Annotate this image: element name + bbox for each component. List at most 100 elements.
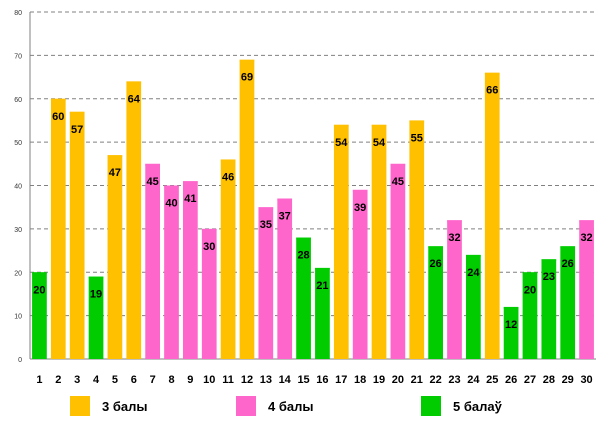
bar-6 xyxy=(126,81,142,360)
bar-23 xyxy=(447,220,462,359)
bar-14 xyxy=(277,198,293,359)
data-label: 35 xyxy=(260,219,272,231)
legend-swatch-4-baly xyxy=(236,396,256,416)
x-tick-label: 29 xyxy=(562,374,574,386)
x-tick-label: 28 xyxy=(543,374,555,386)
x-tick-label: 19 xyxy=(373,374,385,386)
y-tick-label: 70 xyxy=(14,53,22,60)
bar-4 xyxy=(88,276,104,359)
bar-cap xyxy=(352,189,368,192)
y-tick-label: 0 xyxy=(18,357,22,364)
bar-30 xyxy=(579,220,594,359)
bar-22 xyxy=(428,246,443,359)
bar-3 xyxy=(69,111,85,359)
x-tick-label: 5 xyxy=(112,374,118,386)
bar-8 xyxy=(164,185,179,359)
bar-29 xyxy=(560,246,576,359)
x-tick-label: 1 xyxy=(36,374,42,386)
x-tick-label: 20 xyxy=(392,374,404,386)
data-label: 47 xyxy=(109,167,121,179)
bar-cap xyxy=(32,272,47,275)
data-label: 60 xyxy=(52,111,64,123)
x-tick-label: 22 xyxy=(430,374,442,386)
x-tick-label: 6 xyxy=(131,374,137,386)
data-label: 12 xyxy=(505,319,517,331)
y-tick-label: 60 xyxy=(14,97,22,104)
data-label: 45 xyxy=(147,176,159,188)
data-label: 54 xyxy=(335,137,348,149)
bar-cap xyxy=(258,207,274,210)
bar-1 xyxy=(32,272,47,359)
bar-27 xyxy=(522,272,538,359)
data-label: 55 xyxy=(411,132,423,144)
bar-cap xyxy=(541,259,557,262)
x-tick-label: 18 xyxy=(354,374,366,386)
data-label: 41 xyxy=(184,193,196,205)
data-label: 69 xyxy=(241,72,253,84)
data-label: 39 xyxy=(354,202,366,214)
legend-label-3-baly: 3 балы xyxy=(102,398,148,414)
legend-label-4-baly: 4 балы xyxy=(268,398,314,414)
x-tick-label: 17 xyxy=(335,374,347,386)
x-tick-label: 2 xyxy=(55,374,61,386)
data-label: 40 xyxy=(165,198,177,210)
bar-2 xyxy=(50,98,66,359)
bar-cap xyxy=(296,237,311,240)
bar-11 xyxy=(220,159,236,359)
bar-19 xyxy=(371,124,387,360)
data-label: 20 xyxy=(524,284,536,296)
x-tick-label: 23 xyxy=(448,374,460,386)
bar-cap xyxy=(371,124,387,127)
bar-cap xyxy=(390,163,406,166)
legend-label-5-balau: 5 балаў xyxy=(453,398,502,414)
bar-cap xyxy=(277,198,293,201)
bar-20 xyxy=(390,163,406,359)
bar-cap xyxy=(239,59,255,62)
y-tick-label: 10 xyxy=(14,314,22,321)
x-tick-label: 26 xyxy=(505,374,517,386)
bar-12 xyxy=(239,59,255,360)
data-label: 45 xyxy=(392,176,404,188)
y-tick-label: 40 xyxy=(14,184,22,191)
x-tick-label: 24 xyxy=(467,374,480,386)
x-tick-label: 13 xyxy=(260,374,272,386)
bar-cap xyxy=(484,72,500,75)
bar-cap xyxy=(503,306,519,309)
bar-7 xyxy=(145,163,160,359)
x-tick-label: 21 xyxy=(411,374,423,386)
bar-9 xyxy=(183,181,198,359)
data-label: 32 xyxy=(580,232,592,244)
x-tick-label: 11 xyxy=(222,374,234,386)
data-label: 24 xyxy=(467,267,480,279)
bar-cap xyxy=(409,120,425,123)
data-label: 66 xyxy=(486,85,498,97)
bar-13 xyxy=(258,207,274,359)
bar-15 xyxy=(296,237,311,359)
x-tick-label: 12 xyxy=(241,374,253,386)
y-tick-label: 30 xyxy=(14,227,22,234)
bar-cap xyxy=(333,124,349,127)
bar-17 xyxy=(333,124,349,360)
data-label: 23 xyxy=(543,271,555,283)
bar-cap xyxy=(69,111,85,114)
bar-18 xyxy=(352,189,368,359)
x-tick-label: 15 xyxy=(297,374,309,386)
bar-24 xyxy=(466,254,481,359)
bar-cap xyxy=(466,254,481,257)
data-label: 26 xyxy=(562,258,574,270)
data-label: 19 xyxy=(90,289,102,301)
bar-cap xyxy=(88,276,104,279)
data-label: 26 xyxy=(430,258,442,270)
bar-5 xyxy=(107,155,123,359)
bar-cap xyxy=(183,181,198,184)
data-label: 37 xyxy=(279,211,291,223)
x-tick-label: 9 xyxy=(187,374,193,386)
x-tick-label: 8 xyxy=(168,374,174,386)
bar-10 xyxy=(201,228,217,359)
bar-cap xyxy=(220,159,236,162)
data-label: 64 xyxy=(128,93,141,105)
bar-26 xyxy=(503,306,519,359)
y-tick-label: 20 xyxy=(14,270,22,277)
data-label: 46 xyxy=(222,171,234,183)
